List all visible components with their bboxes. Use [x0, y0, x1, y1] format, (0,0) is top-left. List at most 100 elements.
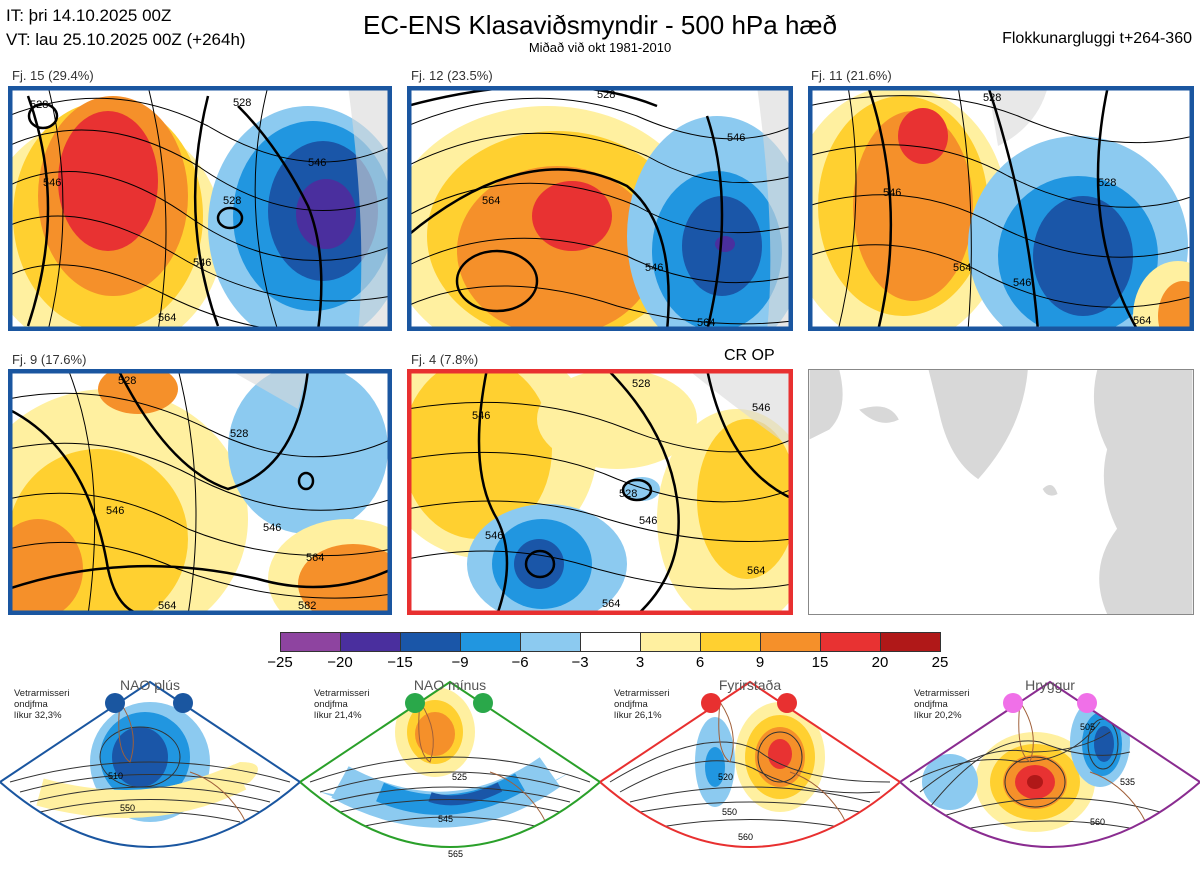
regime-indicator-dot: [405, 693, 425, 713]
contour-label: 546: [263, 522, 281, 534]
contour-label: 505: [1080, 722, 1095, 732]
cluster-map-2-svg: 528 546 564 546 564: [407, 86, 793, 331]
contour-label: 564: [158, 600, 176, 612]
header-info: IT: þri 14.10.2025 00Z VT: lau 25.10.202…: [6, 4, 246, 52]
scale-swatch: [640, 632, 701, 652]
regime-name: NAO mínus: [413, 677, 487, 693]
cluster-label-1: Fj. 15 (29.4%): [12, 68, 94, 83]
scale-tick: 6: [695, 654, 705, 671]
regime-name: NAO plús: [120, 677, 180, 693]
contour-label: 546: [472, 410, 490, 422]
contour-label: 550: [120, 803, 135, 813]
scale-swatch: [700, 632, 761, 652]
scale-swatch: [580, 632, 641, 652]
cluster-map-4[interactable]: 528 528 546 546 564 564 582: [8, 369, 392, 615]
contour-label: 546: [639, 515, 657, 527]
contour-label: 528: [223, 195, 241, 207]
contour-label: 550: [722, 807, 737, 817]
scale-tick: −3: [571, 654, 589, 671]
cluster-border: [8, 369, 392, 615]
cluster-label-3: Fj. 11 (21.6%): [811, 68, 892, 83]
regime-map-svg: 520 550 560: [600, 680, 900, 848]
contour-label: 564: [158, 312, 176, 324]
contour-label: 528: [118, 375, 136, 387]
contour-label: 546: [727, 132, 745, 144]
contour-label: 528: [1098, 177, 1116, 189]
cluster-map-3[interactable]: 528 546 528 564 546 564: [808, 86, 1194, 331]
scale-swatch: [880, 632, 941, 652]
scale-tick: −20: [327, 654, 353, 671]
contour-label: 528: [597, 89, 615, 101]
cluster-label-2: Fj. 12 (23.5%): [411, 68, 493, 83]
cluster-map-3-svg: 528 546 528 564 546 564: [808, 86, 1194, 331]
regime-indicator-dot: [1077, 693, 1097, 713]
contour-label: 564: [482, 195, 500, 207]
contour-label: 528: [619, 488, 637, 500]
contour-label: 565: [448, 849, 463, 859]
contour-label: 546: [752, 402, 770, 414]
cluster-border: [407, 369, 793, 615]
contour-label: 528: [632, 378, 650, 390]
regime-nao-minus[interactable]: 525 545 565 NAO mínus Vetrarmisseri ondj…: [300, 672, 600, 872]
cluster-border: [808, 86, 1194, 331]
contour-label: 546: [43, 177, 61, 189]
scale-swatch: [460, 632, 521, 652]
contour-label: 564: [697, 317, 715, 329]
contour-label: 520: [718, 772, 733, 782]
contour-label: 528: [233, 97, 251, 109]
contour-label: 564: [953, 262, 971, 274]
scale-tick: −9: [451, 654, 469, 671]
regime-blocking[interactable]: 520 550 560 Fyrirstaða Vetrarmisseri ond…: [600, 672, 900, 872]
cluster-map-4-svg: 528 528 546 546 564 564 582: [8, 369, 392, 615]
regime-name: Fyrirstaða: [718, 677, 782, 693]
scale-tick: 20: [871, 654, 889, 671]
contour-label: 528: [983, 92, 1001, 104]
initial-time: IT: þri 14.10.2025 00Z: [6, 6, 172, 25]
scale-swatch: [520, 632, 581, 652]
contour-label: 564: [602, 598, 620, 610]
contour-label: 528: [30, 99, 48, 111]
scale-tick: 25: [931, 654, 949, 671]
cluster-map-2[interactable]: 528 546 564 546 564: [407, 86, 793, 331]
contour-label: 564: [1133, 315, 1151, 327]
regime-indicator-dot: [473, 693, 493, 713]
contour-label: 546: [883, 187, 901, 199]
scale-tick: 3: [635, 654, 645, 671]
contour-label: 546: [645, 262, 663, 274]
contour-label: 546: [308, 157, 326, 169]
valid-time: VT: lau 25.10.2025 00Z (+264h): [6, 30, 246, 49]
regime-info: Vetrarmisseri ondjfma líkur 32,3%: [14, 688, 70, 721]
regime-indicator-dot: [1003, 693, 1023, 713]
cluster-label-5: Fj. 4 (7.8%): [411, 352, 479, 367]
scale-swatch: [820, 632, 881, 652]
cr-op-label: CR OP: [724, 347, 775, 364]
classification-window: Flokkunargluggi t+264-360: [1002, 30, 1192, 47]
scale-tick: −15: [387, 654, 413, 671]
scale-tick: 15: [811, 654, 829, 671]
cluster-label-4: Fj. 9 (17.6%): [12, 352, 87, 367]
regime-nao-plus[interactable]: 510 550 NAO plús Vetrarmisseri ondjfma l…: [0, 672, 300, 872]
base-map-svg: [809, 370, 1193, 614]
contour-label: 525: [452, 772, 467, 782]
cluster-map-5[interactable]: 528 546 546 528 546 546 564 564: [407, 369, 793, 615]
regime-ridge[interactable]: 505 535 560 Hryggur Vetrarmisseri ondjfm…: [900, 672, 1200, 872]
page-title: EC-ENS Klasaviðsmyndir - 500 hPa hæð: [363, 10, 837, 40]
regime-info: Vetrarmisseri ondjfma líkur 21,4%: [314, 688, 370, 721]
regime-map-svg: 510 550: [0, 680, 300, 848]
contour-label: 535: [1120, 777, 1135, 787]
cluster-map-5-svg: 528 546 546 528 546 546 564 564: [407, 369, 793, 615]
scale-swatch: [760, 632, 821, 652]
scale-tick: −6: [511, 654, 529, 671]
contour-label: 546: [485, 530, 503, 542]
scale-tick: 9: [755, 654, 765, 671]
empty-base-map[interactable]: [808, 369, 1194, 615]
page-subtitle: Miðað við okt 1981-2010: [528, 40, 672, 55]
contour-label: 510: [108, 771, 123, 781]
scale-swatch: [400, 632, 461, 652]
contour-label: 545: [438, 814, 453, 824]
contour-label: 546: [1013, 277, 1031, 289]
cluster-map-1[interactable]: 528 546 528 546 528 546 564: [8, 86, 392, 331]
contour-label: 564: [306, 552, 324, 564]
contour-label: 546: [193, 257, 211, 269]
contour-label: 528: [230, 428, 248, 440]
